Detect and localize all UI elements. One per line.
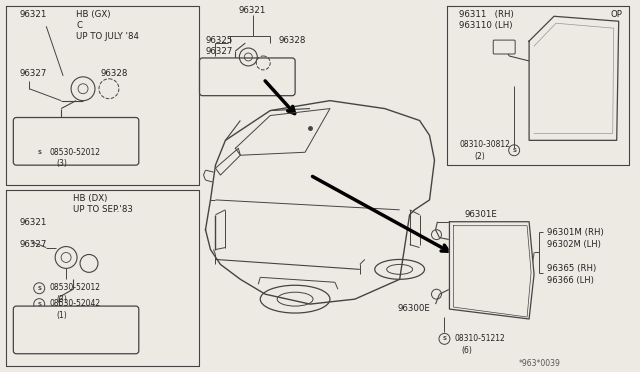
Text: 96300E: 96300E <box>397 304 431 313</box>
Text: 08530-52012: 08530-52012 <box>49 283 100 292</box>
Text: 96311   (RH): 96311 (RH) <box>460 10 514 19</box>
Text: 96328: 96328 <box>101 69 129 78</box>
FancyBboxPatch shape <box>13 306 139 354</box>
Text: 96321: 96321 <box>19 218 47 227</box>
Text: 96301E: 96301E <box>465 210 497 219</box>
Polygon shape <box>205 101 435 304</box>
FancyBboxPatch shape <box>200 58 295 96</box>
Text: UP TO SEP.'83: UP TO SEP.'83 <box>73 205 133 214</box>
FancyBboxPatch shape <box>493 40 515 54</box>
Text: 08310-51212: 08310-51212 <box>454 334 505 343</box>
Text: 96321: 96321 <box>19 10 47 19</box>
Text: OP: OP <box>611 10 623 19</box>
Text: 08530-52042: 08530-52042 <box>49 299 100 308</box>
FancyBboxPatch shape <box>13 118 139 165</box>
Text: 96366 (LH): 96366 (LH) <box>547 276 594 285</box>
Text: (3): (3) <box>56 295 67 304</box>
Text: (2): (2) <box>474 152 485 161</box>
Text: 96328: 96328 <box>278 36 305 45</box>
Text: 96302M (LH): 96302M (LH) <box>547 240 601 248</box>
Text: 96327: 96327 <box>19 69 47 78</box>
Text: C: C <box>76 21 82 30</box>
Polygon shape <box>449 222 534 319</box>
Text: 96325: 96325 <box>205 36 233 45</box>
Text: 96321: 96321 <box>238 6 266 15</box>
Text: *963*0039: *963*0039 <box>519 359 561 368</box>
Text: (1): (1) <box>56 311 67 320</box>
Text: S: S <box>512 148 516 153</box>
Text: HB (GX): HB (GX) <box>76 10 111 19</box>
Text: 08530-52012: 08530-52012 <box>49 148 100 157</box>
Text: S: S <box>37 286 41 291</box>
Polygon shape <box>216 148 241 175</box>
Text: S: S <box>442 336 447 341</box>
Text: S: S <box>37 302 41 307</box>
Text: HB (DX): HB (DX) <box>73 194 108 203</box>
Text: 96301M (RH): 96301M (RH) <box>547 228 604 237</box>
Text: 96365 (RH): 96365 (RH) <box>547 264 596 273</box>
Text: 963110 (LH): 963110 (LH) <box>460 21 513 30</box>
Text: 96327: 96327 <box>19 240 47 248</box>
Text: 96327: 96327 <box>205 47 233 56</box>
Text: (6): (6) <box>461 346 472 355</box>
Text: UP TO JULY '84: UP TO JULY '84 <box>76 32 139 41</box>
Text: 08310-30812: 08310-30812 <box>460 140 510 149</box>
Polygon shape <box>529 16 619 140</box>
Polygon shape <box>236 109 330 155</box>
Text: (3): (3) <box>56 159 67 168</box>
Text: S: S <box>37 150 41 155</box>
